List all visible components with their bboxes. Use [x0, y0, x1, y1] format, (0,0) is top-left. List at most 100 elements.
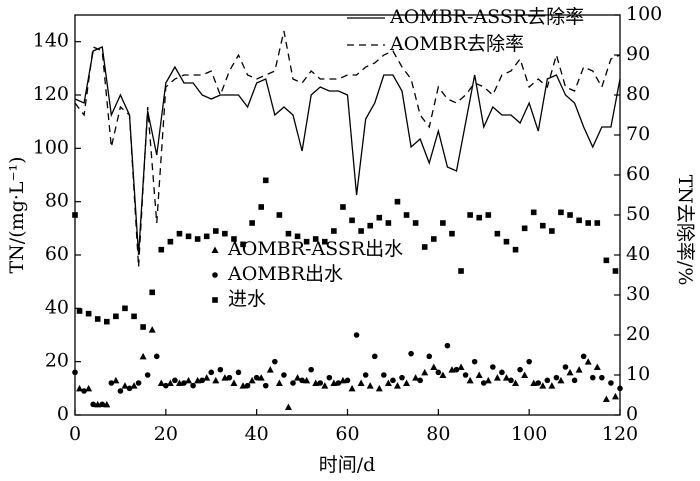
marker [312, 379, 320, 386]
marker [344, 377, 351, 384]
marker [608, 380, 614, 386]
marker [212, 376, 220, 384]
marker [366, 382, 374, 389]
marker [308, 366, 314, 373]
marker [190, 382, 196, 389]
marker [494, 230, 501, 237]
marker [549, 228, 555, 234]
marker [594, 220, 601, 226]
marker [257, 374, 265, 381]
marker [593, 363, 601, 370]
legend-swatch [211, 246, 219, 253]
marker [194, 376, 202, 384]
marker [303, 376, 311, 384]
marker [348, 384, 356, 392]
marker [512, 379, 520, 386]
marker [466, 376, 474, 384]
marker [517, 366, 523, 373]
marker [371, 353, 378, 360]
marker [357, 379, 365, 386]
marker [312, 236, 319, 242]
marker [185, 376, 193, 384]
marker [602, 395, 610, 402]
marker [176, 230, 183, 237]
marker [362, 372, 369, 378]
marker [567, 212, 573, 218]
y-tick-label: 100 [33, 136, 69, 158]
marker [99, 401, 106, 408]
x-axis-label: 时间/d [319, 454, 376, 476]
marker [558, 209, 564, 216]
marker [81, 388, 87, 394]
marker [166, 379, 174, 386]
marker [181, 380, 187, 386]
y-tick-label: 60 [45, 243, 69, 265]
y2-tick-label: 100 [626, 3, 662, 25]
marker [603, 257, 610, 264]
marker [421, 244, 428, 250]
marker [284, 403, 292, 410]
marker [367, 222, 374, 229]
marker [112, 376, 120, 384]
marker [157, 379, 165, 386]
marker [94, 316, 101, 322]
marker [231, 236, 237, 242]
marker [203, 233, 210, 240]
marker [467, 212, 473, 218]
marker [480, 380, 487, 386]
marker [172, 377, 178, 384]
marker [458, 268, 464, 274]
marker [126, 385, 133, 392]
marker [76, 384, 84, 392]
marker [530, 379, 538, 386]
marker [108, 380, 115, 386]
marker [485, 212, 492, 218]
x-tick-label: 40 [245, 423, 269, 445]
marker [476, 214, 483, 221]
marker [575, 366, 583, 373]
marker [399, 374, 405, 381]
marker [113, 313, 119, 320]
y2-tick-label: 30 [626, 283, 650, 305]
x-tick-label: 120 [602, 423, 638, 445]
marker [521, 371, 529, 378]
marker [135, 380, 142, 386]
marker [376, 214, 383, 221]
marker [353, 332, 360, 338]
marker [599, 374, 605, 381]
y2-tick-label: 10 [626, 363, 650, 385]
y2-tick-label: 70 [626, 123, 650, 145]
marker [340, 204, 346, 210]
marker [194, 236, 201, 242]
marker [248, 376, 256, 384]
marker [584, 358, 592, 365]
marker [103, 400, 111, 408]
marker [493, 374, 501, 381]
marker [358, 228, 364, 234]
marker [585, 220, 592, 226]
marker [185, 233, 192, 240]
x-tick-label: 0 [69, 423, 81, 445]
marker [544, 377, 551, 384]
marker [163, 382, 169, 389]
legend-label: AOMBR去除率 [389, 33, 524, 55]
y-tick-label: 140 [33, 30, 69, 52]
legend-label: AOMBR-ASSR去除率 [389, 6, 584, 28]
marker [335, 380, 342, 386]
line-series [74, 30, 621, 268]
marker [393, 382, 401, 389]
marker [417, 377, 423, 384]
marker [449, 230, 455, 237]
marker [612, 268, 619, 274]
marker [203, 374, 211, 381]
x-tick-label: 80 [426, 423, 450, 445]
marker [290, 380, 296, 386]
marker [403, 379, 411, 386]
marker [617, 385, 623, 392]
legend-label: 进水 [228, 288, 266, 310]
marker [430, 363, 438, 370]
marker [384, 379, 392, 386]
marker [103, 318, 110, 325]
marker [562, 364, 569, 370]
marker [471, 358, 478, 365]
